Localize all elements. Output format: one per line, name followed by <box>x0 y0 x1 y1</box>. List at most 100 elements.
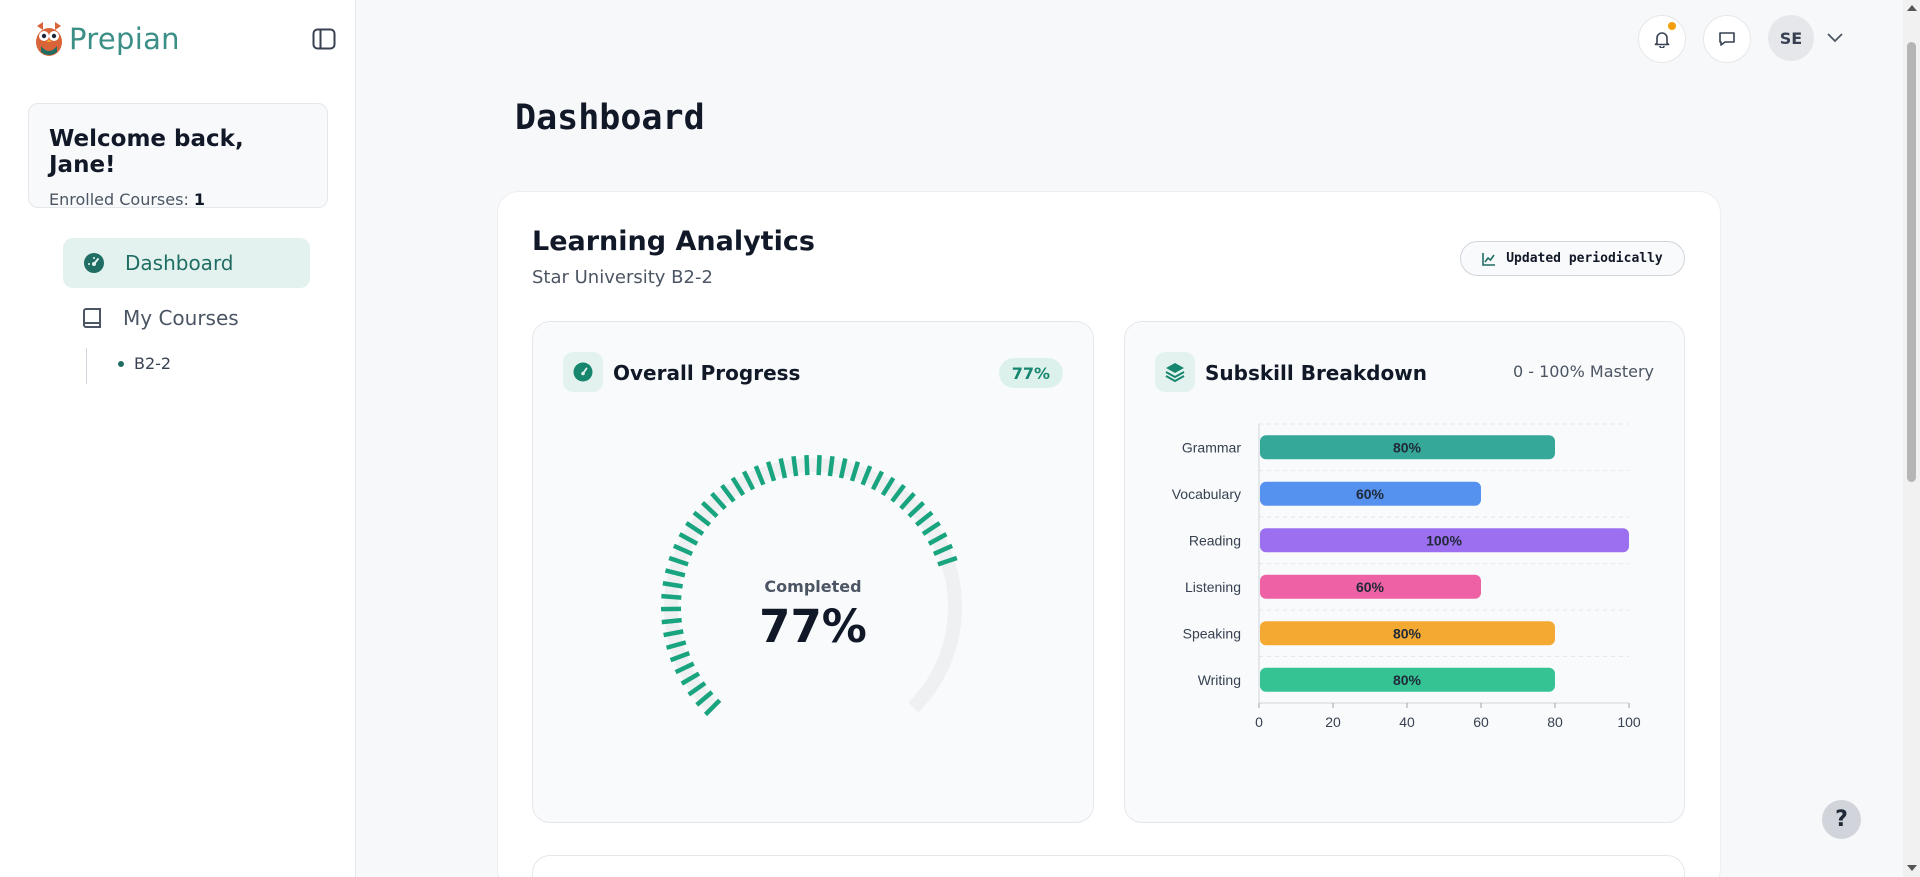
scroll-thumb[interactable] <box>1907 42 1916 482</box>
messages-button[interactable] <box>1703 15 1751 63</box>
gauge-tick <box>680 671 701 686</box>
bullet-dot <box>118 360 124 367</box>
gauge-tick <box>672 543 694 556</box>
x-tick-label: 0 <box>1255 714 1263 730</box>
sidebar-item-dashboard[interactable]: Dashboard <box>63 238 310 288</box>
scroll-up-arrow[interactable] <box>1907 5 1917 11</box>
bar-speaking <box>1260 621 1555 646</box>
gauge-tick <box>927 532 948 546</box>
user-avatar[interactable]: SE <box>1768 15 1814 61</box>
page-title: Dashboard <box>515 98 705 138</box>
help-button[interactable]: ? <box>1822 800 1861 839</box>
account-menu-toggle[interactable] <box>1826 28 1844 47</box>
gauge-tick <box>703 698 722 717</box>
x-tick-label: 80 <box>1547 714 1563 730</box>
gauge-tick <box>700 500 719 519</box>
panel-icon-box <box>563 352 603 392</box>
trend-chart-icon <box>1482 252 1496 266</box>
gauge-tick <box>710 492 727 510</box>
progress-badge: 77% <box>998 358 1063 388</box>
x-tick-label: 40 <box>1399 714 1415 730</box>
sidebar-toggle-button[interactable] <box>311 26 337 52</box>
scroll-down-arrow[interactable] <box>1907 865 1917 871</box>
category-label: Grammar <box>1182 439 1241 455</box>
sidebar-toggle-icon <box>312 28 336 50</box>
sidebar-item-label: Dashboard <box>125 251 234 275</box>
data-label: 80% <box>1393 439 1422 455</box>
notification-dot <box>1668 22 1676 30</box>
bar-reading <box>1260 528 1629 553</box>
gauge-tick <box>778 457 788 479</box>
data-label: 60% <box>1356 579 1385 595</box>
brand-name: Prepian <box>69 22 180 56</box>
mastery-range-label: 0 - 100% Mastery <box>1512 362 1654 381</box>
category-label: Speaking <box>1183 625 1241 641</box>
data-label: 80% <box>1393 672 1422 688</box>
gauge-tick <box>741 470 756 491</box>
x-tick-label: 60 <box>1473 714 1489 730</box>
gauge-tick <box>669 651 691 663</box>
chevron-down-icon <box>1827 33 1843 43</box>
gauge-tick <box>907 500 926 519</box>
gauge-tick <box>695 690 714 707</box>
subskill-bar-chart: Grammar 80% Vocabulary 60% Reading 100% Listen… <box>1172 423 1641 730</box>
updated-label: Updated periodically <box>1506 251 1663 266</box>
gauge-tick <box>662 580 683 589</box>
subskill-breakdown-panel: Subskill Breakdown 0 - 100% Mastery Gram… <box>1124 321 1685 823</box>
gauge-tick <box>870 470 885 491</box>
welcome-title: Welcome back, Jane! <box>49 126 244 178</box>
gauge-center: Completed 77% <box>653 577 973 653</box>
gauge-tick <box>674 661 695 675</box>
category-label: Vocabulary <box>1172 486 1241 502</box>
gauge-tick <box>860 465 873 486</box>
gauge-tick <box>849 461 861 482</box>
notifications-button[interactable] <box>1638 15 1686 63</box>
gauge-tick <box>899 492 916 510</box>
gauge-tick <box>880 476 896 497</box>
gauge-track <box>664 458 962 713</box>
sidebar-subitem-b2-2[interactable]: B2-2 <box>118 354 171 373</box>
category-label: Writing <box>1198 672 1241 688</box>
gauge-tick <box>932 543 954 556</box>
speedometer-icon <box>573 362 593 382</box>
panel-icon-box <box>1155 352 1195 392</box>
x-tick-label: 20 <box>1325 714 1341 730</box>
gauge-value: 77% <box>759 600 867 653</box>
gauge-tick <box>661 593 682 600</box>
data-label: 80% <box>1393 625 1422 641</box>
gauge-tick <box>937 555 958 567</box>
gauge-tick <box>661 617 682 625</box>
enrolled-courses: Enrolled Courses: 1 <box>49 190 307 209</box>
category-label: Listening <box>1185 579 1241 595</box>
layers-icon <box>1165 363 1185 383</box>
enrolled-count: 1 <box>193 190 206 209</box>
progress-gauge <box>660 455 962 717</box>
bar-vocabulary <box>1260 481 1481 506</box>
page-scrollbar[interactable] <box>1903 0 1920 877</box>
subskill-title: Subskill Breakdown <box>1205 361 1427 385</box>
sidebar-item-my-courses[interactable]: My Courses <box>63 294 310 342</box>
updated-badge: Updated periodically <box>1460 241 1685 276</box>
data-label: 60% <box>1356 486 1385 502</box>
gauge-tick <box>838 457 848 479</box>
sub-item-divider <box>86 348 87 384</box>
analytics-subtitle: Star University B2-2 <box>532 267 713 288</box>
data-label: 100% <box>1426 532 1462 548</box>
gauge-tick <box>816 455 822 476</box>
enrolled-label: Enrolled Courses: <box>49 190 189 209</box>
gauge-tick <box>720 483 736 503</box>
message-icon <box>1719 32 1735 46</box>
bar-writing <box>1260 667 1555 692</box>
gauge-tick <box>890 483 906 503</box>
gauge-tick <box>921 521 941 536</box>
next-section-card <box>532 855 1685 877</box>
bell-icon <box>1654 32 1670 48</box>
bar-grammar <box>1260 435 1555 460</box>
gauge-tick <box>791 455 799 477</box>
category-label: Reading <box>1189 532 1241 548</box>
brand-logo[interactable]: Prepian <box>33 20 180 58</box>
welcome-card: Welcome back, Jane! Enrolled Courses: 1 <box>28 103 328 209</box>
gauge-tick <box>665 640 687 650</box>
dashboard-gauge-icon <box>84 253 104 273</box>
gauge-tick <box>663 629 684 638</box>
